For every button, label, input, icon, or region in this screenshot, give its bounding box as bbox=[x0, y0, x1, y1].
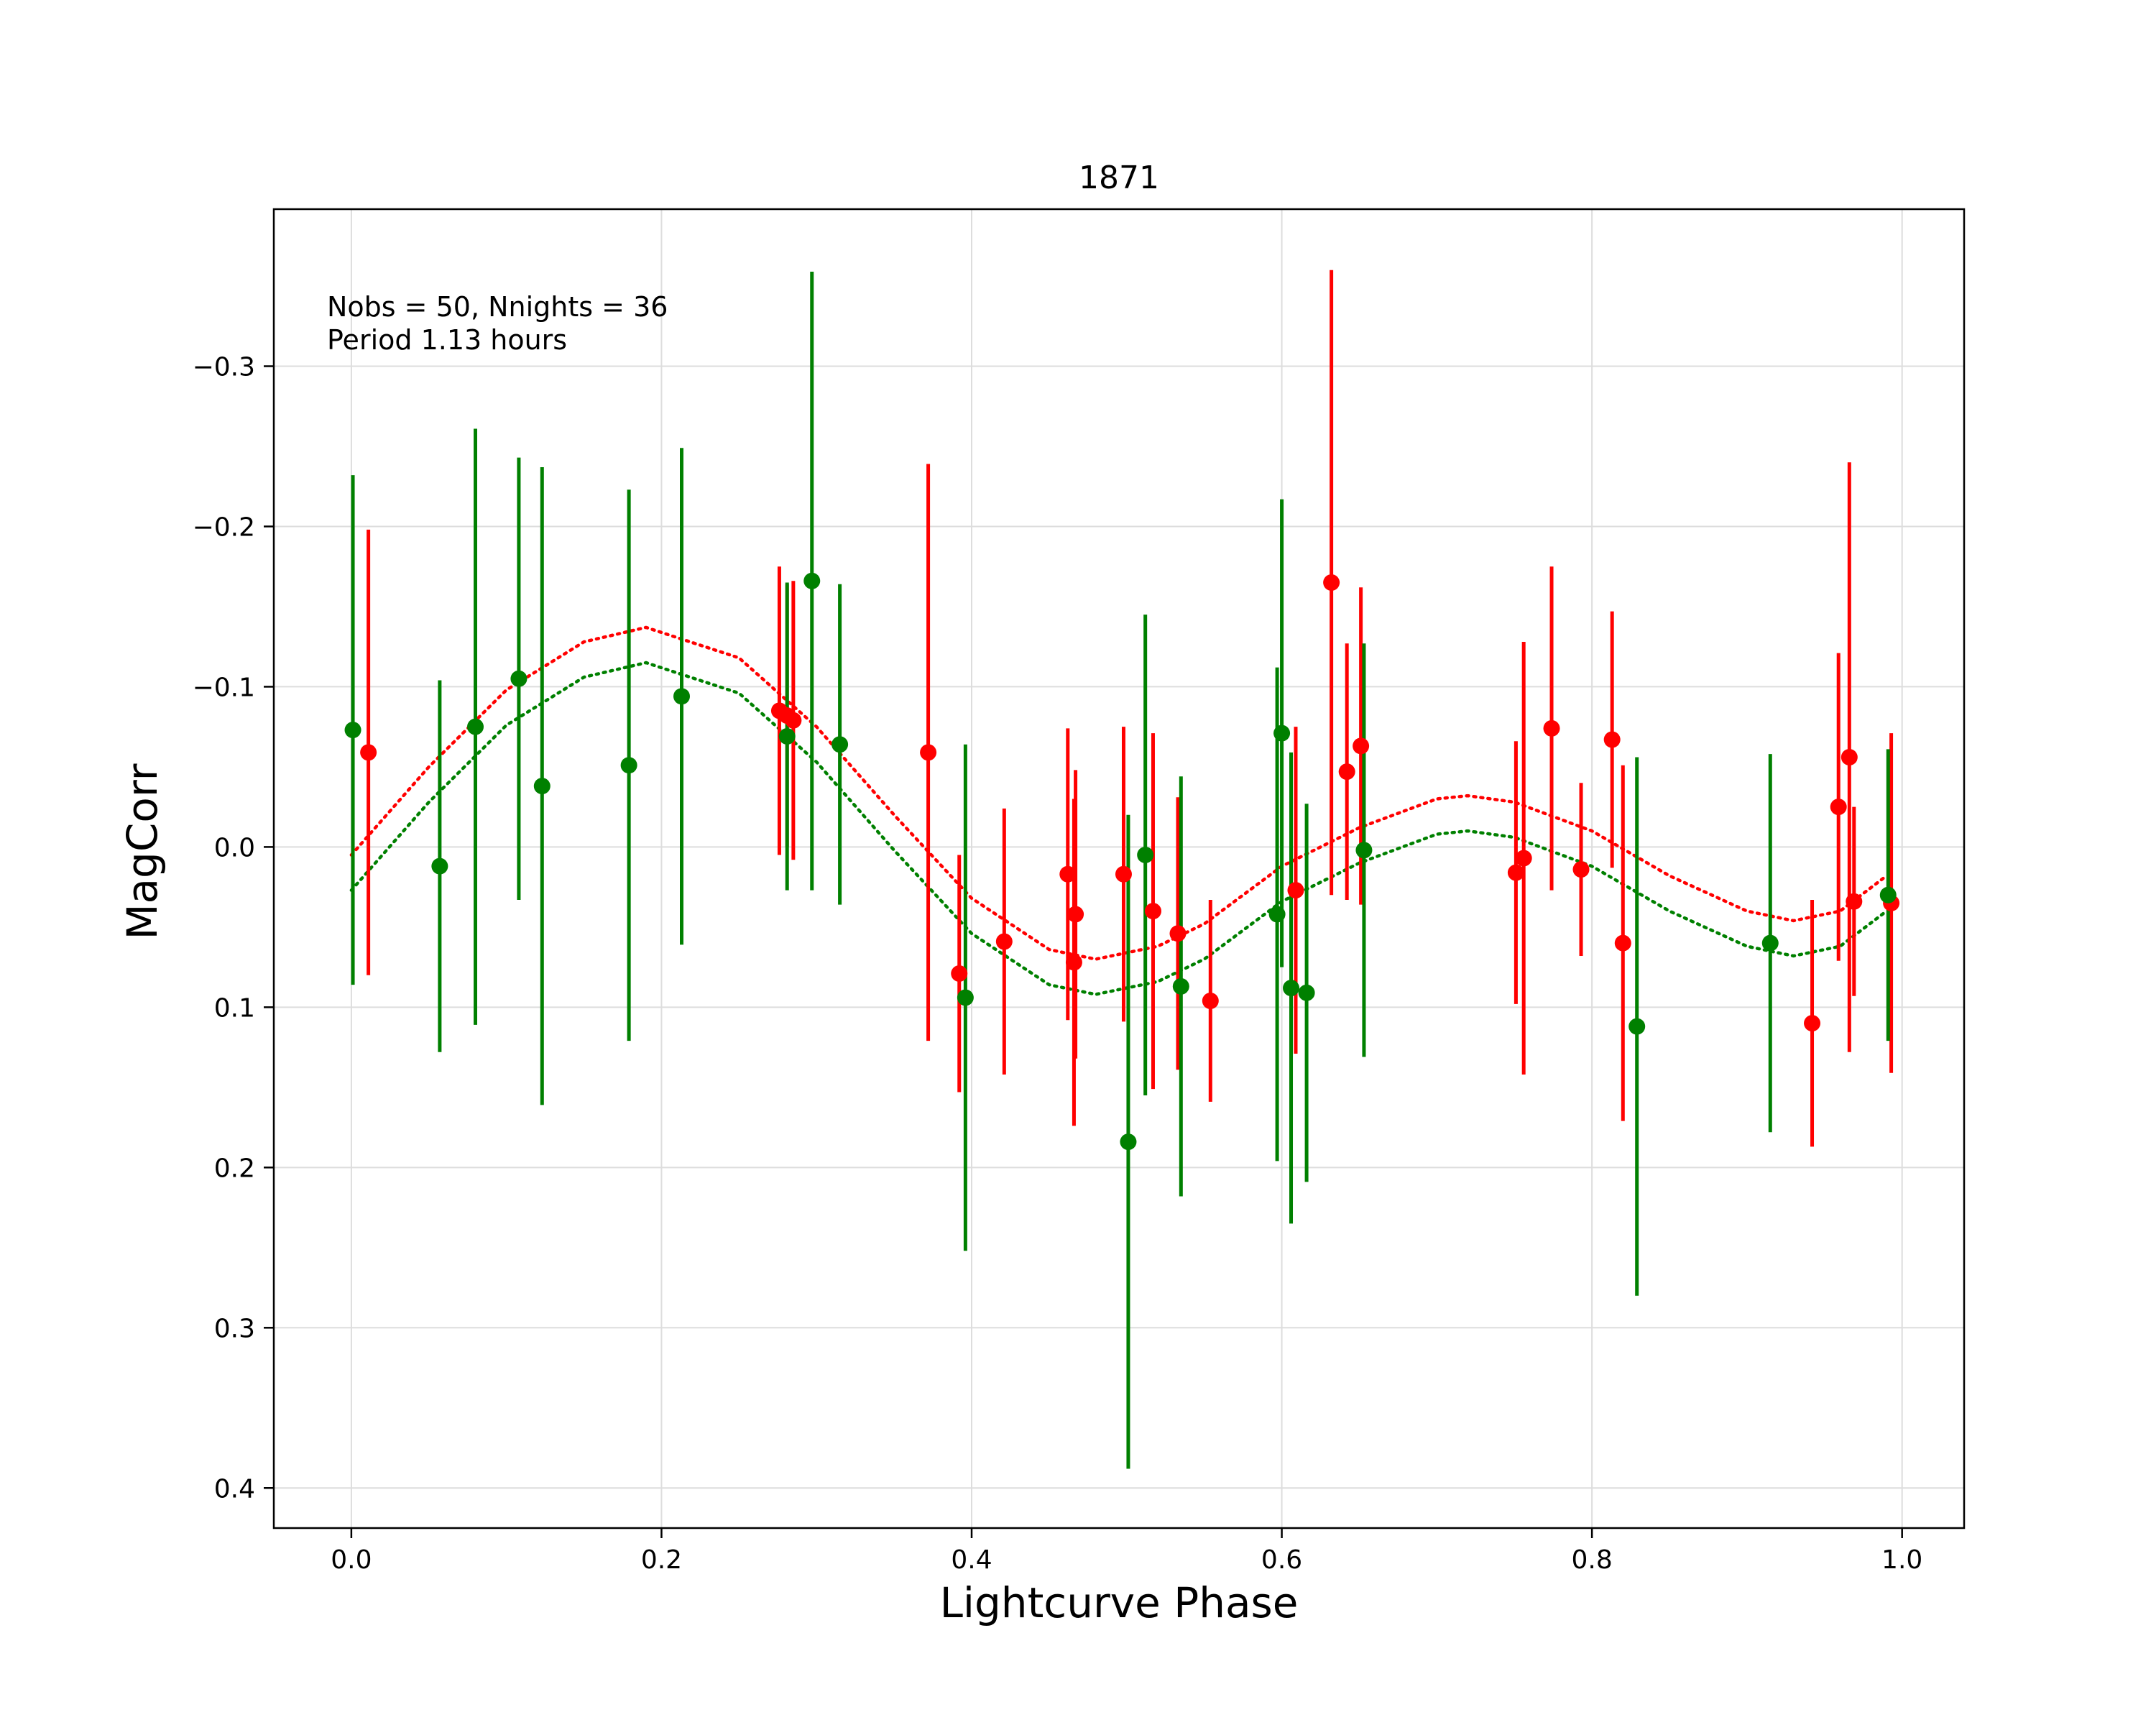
red-data-point bbox=[1515, 850, 1532, 867]
green-data-point bbox=[1283, 980, 1300, 997]
axis-ticks: 0.0 0.2 0.4 0.6 0.8 1.0 −0.3 −0.2 −0.1 0.0 0.1 0.2 0… bbox=[193, 353, 1923, 1575]
red-data-point bbox=[1830, 799, 1847, 816]
red-data-point bbox=[1287, 882, 1304, 899]
red-data-point bbox=[1353, 737, 1370, 755]
y-tick-label: 0.4 bbox=[214, 1474, 255, 1504]
green-data-point bbox=[431, 857, 448, 875]
green-data-point bbox=[1879, 886, 1897, 903]
y-tick-label: 0.0 bbox=[214, 833, 255, 862]
y-tick-label: −0.1 bbox=[193, 673, 255, 702]
x-tick-label: 0.0 bbox=[331, 1545, 372, 1575]
green-data-point bbox=[957, 989, 974, 1006]
green-data-point bbox=[1120, 1133, 1137, 1151]
y-axis-label: MagCorr bbox=[118, 763, 167, 939]
red-data-point bbox=[1065, 954, 1082, 971]
red-data-point bbox=[360, 744, 377, 761]
data-points bbox=[344, 572, 1900, 1151]
green-data-point bbox=[344, 722, 361, 739]
red-data-point bbox=[1804, 1015, 1821, 1032]
green-data-point bbox=[1273, 724, 1291, 742]
red-data-point bbox=[1338, 763, 1355, 781]
red-data-point bbox=[1614, 934, 1631, 952]
plot-frame bbox=[272, 208, 1966, 1530]
y-tick-label: 0.2 bbox=[214, 1154, 255, 1183]
red-data-point bbox=[995, 933, 1013, 950]
red-data-point bbox=[1572, 861, 1590, 878]
x-tick-label: 0.4 bbox=[951, 1545, 992, 1575]
red-data-point bbox=[1059, 865, 1077, 883]
annotation-nobs: Nobs = 50, Nnights = 36 bbox=[327, 291, 668, 323]
x-tick-label: 0.6 bbox=[1261, 1545, 1302, 1575]
grid bbox=[274, 209, 1964, 1528]
green-data-point bbox=[467, 718, 484, 735]
x-tick-label: 1.0 bbox=[1881, 1545, 1922, 1575]
green-data-point bbox=[1628, 1018, 1646, 1035]
green-data-point bbox=[620, 757, 637, 774]
red-data-point bbox=[1846, 893, 1863, 910]
green-data-point bbox=[1761, 934, 1779, 952]
red-data-point bbox=[1507, 864, 1524, 881]
green-data-point bbox=[1172, 978, 1189, 995]
green-data-point bbox=[831, 736, 849, 753]
red-data-point bbox=[1543, 719, 1560, 737]
red-data-point bbox=[1115, 865, 1132, 883]
green-data-point bbox=[673, 688, 691, 705]
green-data-point bbox=[1137, 847, 1154, 864]
red-data-point bbox=[1144, 903, 1161, 920]
red-data-point bbox=[1067, 906, 1084, 923]
green-data-point bbox=[1298, 984, 1315, 1001]
chart-title: 1871 bbox=[1079, 160, 1159, 196]
red-data-point bbox=[785, 712, 802, 729]
annotation-period: Period 1.13 hours bbox=[327, 324, 567, 356]
green-data-point bbox=[510, 670, 528, 687]
green-data-point bbox=[803, 572, 821, 589]
green-data-point bbox=[533, 778, 550, 795]
green-data-point bbox=[1268, 906, 1286, 923]
y-tick-label: 0.3 bbox=[214, 1314, 255, 1343]
red-data-point bbox=[1323, 574, 1340, 592]
y-tick-label: −0.3 bbox=[193, 353, 255, 382]
x-tick-label: 0.2 bbox=[641, 1545, 682, 1575]
red-data-point bbox=[1202, 992, 1219, 1009]
y-tick-label: 0.1 bbox=[214, 993, 255, 1023]
green-data-point bbox=[778, 728, 796, 745]
red-data-point bbox=[1841, 749, 1858, 766]
red-data-point bbox=[951, 965, 968, 983]
x-axis-label: Lightcurve Phase bbox=[940, 1578, 1299, 1627]
green-data-point bbox=[1355, 842, 1373, 859]
red-data-point bbox=[1603, 731, 1621, 748]
x-tick-label: 0.8 bbox=[1571, 1545, 1612, 1575]
red-data-point bbox=[920, 744, 937, 761]
red-data-point bbox=[1169, 925, 1187, 942]
y-tick-label: −0.2 bbox=[193, 512, 255, 542]
